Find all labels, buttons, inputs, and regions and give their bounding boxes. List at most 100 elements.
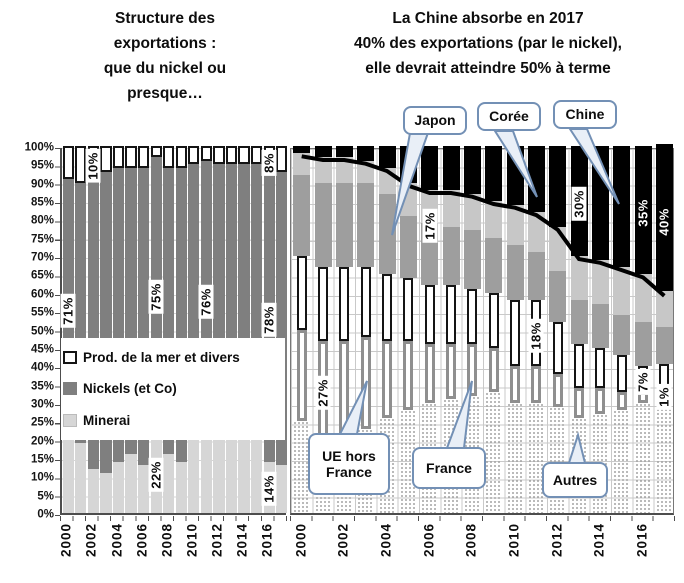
- title-line: La Chine absorbe en 2017: [392, 10, 584, 27]
- data-label-ue-hors-france-2001: 27%: [315, 376, 331, 410]
- x-tick-label: 2008: [158, 523, 174, 558]
- bar-2000: [62, 146, 74, 513]
- segment-prod-de-la-mer-et-divers: [112, 146, 125, 169]
- x-tick-label: 2014: [234, 523, 250, 558]
- segment-nickels-et-co-: [137, 168, 150, 466]
- right-x-tick-marks: [290, 516, 675, 521]
- segment-minerai: [188, 424, 200, 513]
- segment-ue-hors-france: [446, 344, 456, 400]
- bar-2002: [87, 146, 100, 513]
- y-tick-label: 85%: [30, 196, 54, 209]
- legend-row: Minerai: [63, 413, 283, 428]
- title-line: elle devrait atteindre 50% à terme: [365, 60, 611, 77]
- legend-row: Nickels (et Co): [63, 381, 283, 396]
- segment-cor-e: [527, 212, 545, 253]
- legend-row: Prod. de la mer et divers: [63, 350, 283, 365]
- segment-chine: [463, 146, 481, 194]
- segment-prod-de-la-mer-et-divers: [238, 146, 250, 165]
- legend-label: Minerai: [83, 412, 131, 428]
- segment-cor-e: [570, 256, 588, 301]
- segment-chine: [399, 146, 417, 183]
- bar-2015: [250, 146, 263, 513]
- data-label-nickels-et-co--2000: 71%: [60, 294, 76, 329]
- segment-chine: [485, 146, 503, 202]
- legend-label: Nickels (et Co): [83, 381, 177, 397]
- segment-france: [296, 256, 307, 330]
- callout-ue-hors-france: UE hors France: [308, 433, 390, 495]
- callout-autres: Autres: [542, 462, 608, 498]
- callout-japon: Japon: [403, 106, 467, 135]
- segment-autres: [613, 410, 631, 513]
- segment-ue-hors-france: [424, 344, 435, 403]
- segment-france: [616, 355, 627, 392]
- segment-ue-hors-france: [467, 344, 478, 396]
- segment-nickels-et-co-: [163, 168, 175, 455]
- title-line: presque…: [127, 85, 203, 102]
- segment-ue-hors-france: [510, 366, 520, 403]
- segment-nickels-et-co-: [112, 168, 125, 462]
- title-line: exportations :: [113, 35, 217, 52]
- y-tick-label: 30%: [30, 398, 54, 411]
- data-label-chine-2016: 35%: [635, 199, 651, 227]
- segment-autres: [399, 410, 417, 513]
- callout-france: France: [412, 447, 486, 489]
- bar-2017: [655, 143, 673, 513]
- segment-ue-hors-france: [531, 366, 542, 403]
- segment-minerai: [112, 461, 125, 513]
- x-tick-label: 2016: [259, 523, 275, 558]
- segment-minerai: [250, 439, 263, 513]
- bar-2004: [112, 146, 125, 513]
- segment-cor-e: [314, 157, 332, 183]
- segment-prod-de-la-mer-et-divers: [276, 146, 288, 172]
- data-label-chine-2013: 30%: [571, 187, 587, 221]
- segment-cor-e: [549, 226, 567, 271]
- segment-minerai: [87, 468, 100, 513]
- segment-france: [467, 289, 478, 345]
- segment-prod-de-la-mer-et-divers: [225, 146, 238, 165]
- segment-nickels-et-co-: [188, 164, 200, 425]
- x-tick-label: 2014: [591, 523, 607, 558]
- legend-swatch-nickels: [63, 382, 77, 396]
- segment-nickels-et-co-: [213, 164, 225, 433]
- segment-minerai: [200, 439, 213, 513]
- segment-japon: [442, 226, 460, 286]
- segment-france: [424, 285, 435, 345]
- segment-japon: [293, 175, 311, 257]
- y-tick-label: 50%: [30, 324, 54, 337]
- y-tick-label: 55%: [30, 306, 54, 319]
- left-chart-title: Structure des exportations : que du nick…: [40, 6, 290, 106]
- bar-2005: [125, 146, 137, 513]
- legend-swatch-prod-mer: [63, 351, 77, 365]
- title-line: 40% des exportations (par le nickel),: [354, 35, 622, 52]
- segment-japon: [378, 193, 396, 275]
- x-tick-label: 2000: [292, 523, 308, 558]
- data-label-france-2016: 7%: [635, 369, 651, 395]
- segment-cor-e: [655, 290, 673, 328]
- segment-chine: [591, 146, 609, 260]
- data-label-minerai-2007: 22%: [148, 457, 164, 492]
- segment-japon: [463, 230, 481, 290]
- bar-2009: [485, 146, 503, 513]
- segment-minerai: [163, 454, 175, 513]
- y-tick-label: 65%: [30, 269, 54, 282]
- x-tick-label: 2004: [378, 523, 394, 558]
- x-tick-label: 2008: [463, 523, 479, 558]
- segment-minerai: [137, 465, 150, 513]
- y-tick-label: 40%: [30, 361, 54, 374]
- segment-nickels-et-co-: [100, 171, 112, 473]
- segment-japon: [527, 252, 545, 301]
- segment-chine: [527, 146, 545, 213]
- segment-minerai: [100, 472, 112, 513]
- data-label-minerai-2016: 14%: [261, 472, 277, 507]
- bar-2011: [200, 146, 213, 513]
- segment-nickels-et-co-: [276, 171, 288, 466]
- segment-nickels-et-co-: [225, 164, 238, 422]
- bar-2013: [225, 146, 238, 513]
- segment-ue-hors-france: [488, 347, 499, 392]
- data-label-prod-de-la-mer-et-divers-2016: 8%: [261, 149, 277, 176]
- segment-prod-de-la-mer-et-divers: [62, 146, 74, 180]
- segment-autres: [506, 402, 524, 513]
- segment-japon: [335, 182, 353, 268]
- x-tick-label: 2012: [548, 523, 564, 558]
- segment-cor-e: [357, 160, 375, 183]
